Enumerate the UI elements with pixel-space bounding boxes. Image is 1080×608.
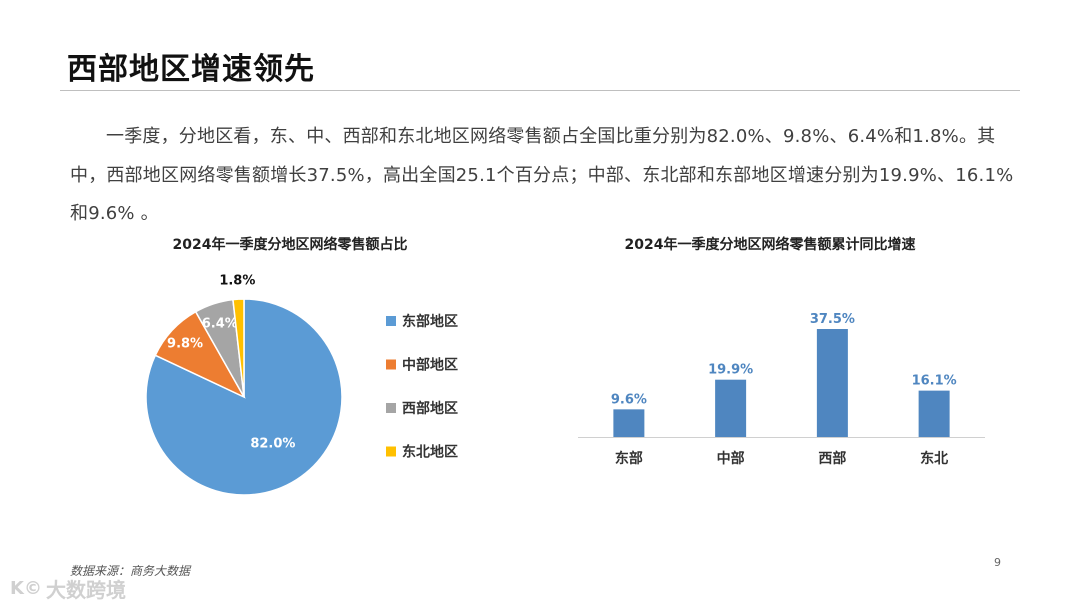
pie-label-northeast: 1.8% xyxy=(219,274,255,289)
legend-label-east: 东部地区 xyxy=(402,313,458,330)
bar-value-label-central: 19.9% xyxy=(708,363,753,378)
bar-east xyxy=(613,409,645,437)
watermark-logo-icon: K© xyxy=(10,577,42,599)
bar-value-label-west: 37.5% xyxy=(810,312,855,327)
bar-category-label-northeast: 东北 xyxy=(920,450,948,467)
legend-swatch-east xyxy=(386,316,396,326)
pie-label-central: 9.8% xyxy=(167,336,203,351)
source-note: 数据来源：商务大数据 xyxy=(70,564,191,578)
page-number: 9 xyxy=(994,556,1001,569)
bar-west xyxy=(816,329,848,437)
pie-slice-northeast xyxy=(232,298,245,398)
legend-swatch-northeast xyxy=(386,446,396,457)
legend-label-west: 西部地区 xyxy=(402,400,458,417)
pie-label-east: 82.0% xyxy=(250,437,295,452)
legend-swatch-central xyxy=(386,359,396,370)
bar-value-label-east: 9.6% xyxy=(611,392,647,407)
legend-label-central: 中部地区 xyxy=(402,357,458,374)
bar-value-label-northeast: 16.1% xyxy=(912,374,957,389)
bar-category-label-central: 中部 xyxy=(717,450,745,467)
bar-northeast xyxy=(918,390,950,437)
watermark: K© 大数跨境 xyxy=(10,572,126,604)
pie-chart-title: 2024年一季度分地区网络零售额占比 xyxy=(172,237,408,253)
bar-category-label-east: 东部 xyxy=(615,450,643,467)
bar-chart-title: 2024年一季度分地区网络零售额累计同比增速 xyxy=(624,237,916,253)
watermark-text: 大数跨境 xyxy=(45,577,126,602)
pie-label-west: 6.4% xyxy=(202,316,238,331)
legend-swatch-west xyxy=(386,403,396,413)
bar-central xyxy=(715,379,747,437)
title-divider xyxy=(60,90,1020,91)
legend-label-northeast: 东北地区 xyxy=(402,444,458,461)
body-paragraph: 一季度，分地区看，东、中、西部和东北地区网络零售额占全国比重分别为82.0%、9… xyxy=(70,126,1014,224)
bar-category-label-west: 西部 xyxy=(818,450,846,467)
slide-title: 西部地区增速领先 xyxy=(67,52,315,87)
